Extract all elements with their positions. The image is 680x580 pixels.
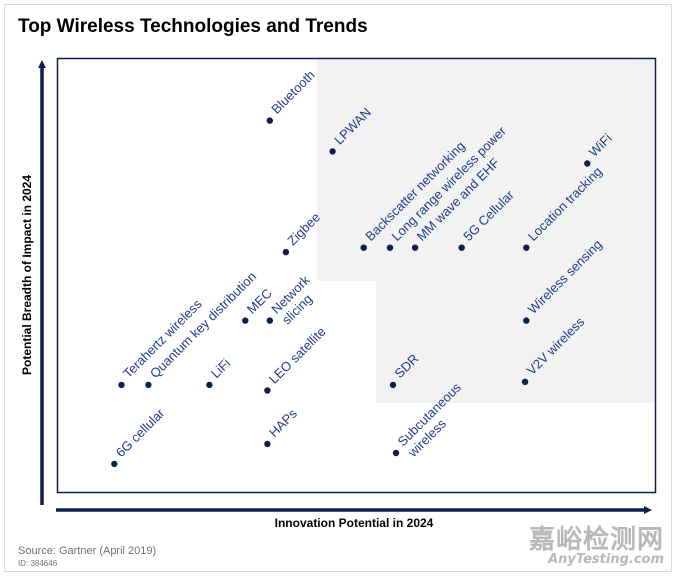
point-label-line: HAPs xyxy=(266,406,300,440)
data-point-wifi xyxy=(584,160,591,167)
point-label-line: 6G cellular xyxy=(113,405,168,460)
point-label-line: MEC xyxy=(244,286,275,317)
data-point-mm-wave-and-ehf xyxy=(411,244,419,251)
data-point-quantum-key-distribution xyxy=(145,381,152,389)
highlight-region xyxy=(317,60,656,403)
data-point-sdr xyxy=(389,381,397,389)
data-point-leo-satellite xyxy=(264,387,271,394)
point-label-quantum-key-distribution: Quantum key distribution xyxy=(147,269,259,381)
data-point-bluetooth xyxy=(266,117,273,124)
chart-frame xyxy=(4,4,672,572)
point-label-line: Bluetooth xyxy=(268,67,317,116)
watermark: 嘉峪检测网 AnyTesting.com xyxy=(529,527,664,566)
point-label-leo-satellite: LEO satellite xyxy=(266,324,329,387)
point-label-line: LEO satellite xyxy=(266,324,329,387)
data-point-wireless-sensing xyxy=(523,317,530,324)
watermark-cn: 嘉峪检测网 xyxy=(528,525,664,555)
point-label-haps: HAPs xyxy=(266,406,300,440)
data-point-6g-cellular xyxy=(111,460,118,468)
data-point-backscatter-networking xyxy=(360,244,367,251)
data-point-long-range-wireless-power xyxy=(386,244,394,251)
x-axis-label: Innovation Potential in 2024 xyxy=(275,516,434,530)
watermark-en: AnyTesting.com xyxy=(548,552,664,567)
document-id: ID: 384646 xyxy=(18,559,58,568)
point-label-6g-cellular: 6G cellular xyxy=(113,405,168,460)
data-point-v2v-wireless xyxy=(521,378,529,385)
source-note: Source: Gartner (April 2019) xyxy=(18,545,157,557)
data-point-lifi xyxy=(206,381,213,389)
data-point-lpwan xyxy=(329,148,336,155)
data-point-terahertz-wireless xyxy=(118,381,125,389)
plot-border xyxy=(56,57,657,494)
data-point-zigbee xyxy=(282,248,290,256)
data-point-location-tracking xyxy=(523,244,530,251)
point-label-line: LiFi xyxy=(208,356,233,381)
point-label-mec: MEC xyxy=(244,286,275,317)
data-point-subcutaneous-wireless xyxy=(392,449,400,457)
point-label-network-slicing: Networkslicing xyxy=(268,272,323,327)
point-label-bluetooth: Bluetooth xyxy=(268,67,317,116)
y-axis-label: Potential Breadth of Impact in 2024 xyxy=(20,175,34,375)
data-point-network-slicing xyxy=(266,317,273,324)
data-point-mec xyxy=(242,317,249,324)
chart-title: Top Wireless Technologies and Trends xyxy=(18,16,368,37)
point-label-lifi: LiFi xyxy=(208,356,233,381)
point-label-line: Quantum key distribution xyxy=(147,269,259,381)
data-point-haps xyxy=(264,440,271,448)
data-point-5g-cellular xyxy=(458,244,465,251)
